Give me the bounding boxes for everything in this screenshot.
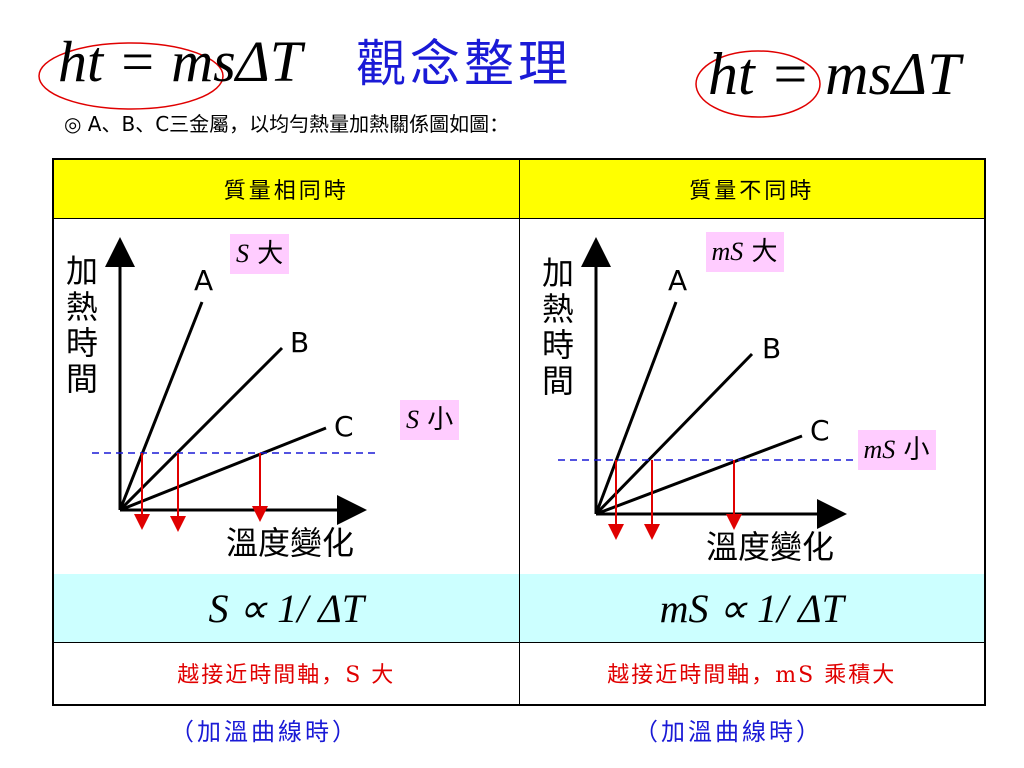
header-row: 質量相同時 質量不同時	[54, 160, 984, 219]
formula-same-mass: S ∝ 1/ ΔT	[208, 585, 364, 631]
line-c	[119, 426, 327, 512]
subtitle: ◎ A、B、C三金屬，以均勻熱量加熱關係圖如圖：	[64, 112, 510, 136]
tag-s-big: S 大	[230, 234, 290, 274]
header-same-mass: 質量相同時	[223, 179, 349, 204]
line-a	[594, 301, 677, 515]
note-same-mass: 越接近時間軸，S 大	[177, 663, 396, 688]
plot-row: A B C 加 熱 時 間 溫度變化 S 大 S 小	[54, 218, 984, 575]
formula-left: ht = msΔT	[58, 29, 303, 94]
line-b	[594, 352, 753, 516]
formula-right: ht = msΔT	[708, 41, 961, 107]
plot-left-svg: A B C 加 熱 時 間 溫度變化	[66, 237, 380, 562]
plot-right: A B C 加 熱 時 間 溫度變化 mS 大 mS 小	[518, 218, 985, 574]
highlight-ellipse-right	[695, 50, 821, 118]
label-b: B	[290, 326, 309, 359]
plot-right-svg: A B C 加 熱 時 間 溫度變化	[542, 237, 872, 566]
tag-ms-small: mS 小	[857, 430, 936, 470]
caption-left: （加溫曲線時）	[170, 718, 359, 746]
label-c: C	[810, 414, 830, 447]
y-axis-label: 加 熱 時 間	[542, 254, 584, 400]
label-c: C	[334, 410, 354, 443]
plot-left: A B C 加 熱 時 間 溫度變化 S 大 S 小	[54, 218, 519, 574]
line-c	[594, 434, 803, 516]
label-b: B	[762, 332, 781, 365]
y-axis-label: 加 熱 時 間	[66, 252, 108, 398]
highlight-ellipse-left	[38, 42, 224, 110]
header-diff-mass: 質量不同時	[518, 160, 985, 218]
label-a: A	[668, 264, 687, 297]
tag-ms-big: mS 大	[705, 232, 784, 272]
line-b	[118, 346, 284, 512]
line-a	[118, 301, 204, 511]
formula-row: S ∝ 1/ ΔT mS ∝ 1/ ΔT	[54, 574, 984, 643]
x-axis-label: 溫度變化	[226, 524, 354, 562]
formula-diff-mass: mS ∝ 1/ ΔT	[518, 574, 985, 642]
page-title: 觀念整理	[356, 35, 572, 93]
x-axis-label: 溫度變化	[706, 528, 834, 566]
tag-s-small: S 小	[400, 400, 460, 440]
label-a: A	[194, 264, 213, 297]
concept-table: 質量相同時 質量不同時	[52, 158, 986, 706]
note-row: 越接近時間軸，S 大 越接近時間軸，mS 乘積大	[54, 642, 984, 704]
caption-right: （加溫曲線時）	[634, 718, 823, 746]
note-diff-mass: 越接近時間軸，mS 乘積大	[518, 642, 985, 704]
